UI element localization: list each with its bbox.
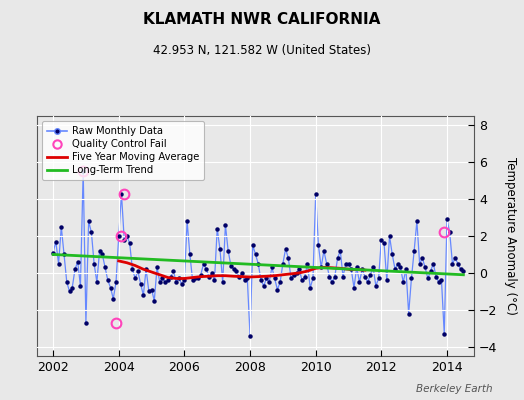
Y-axis label: Temperature Anomaly (°C): Temperature Anomaly (°C) xyxy=(504,157,517,315)
Text: 42.953 N, 121.582 W (United States): 42.953 N, 121.582 W (United States) xyxy=(153,44,371,57)
Text: Berkeley Earth: Berkeley Earth xyxy=(416,384,493,394)
Legend: Raw Monthly Data, Quality Control Fail, Five Year Moving Average, Long-Term Tren: Raw Monthly Data, Quality Control Fail, … xyxy=(42,121,204,180)
Text: KLAMATH NWR CALIFORNIA: KLAMATH NWR CALIFORNIA xyxy=(143,12,381,27)
